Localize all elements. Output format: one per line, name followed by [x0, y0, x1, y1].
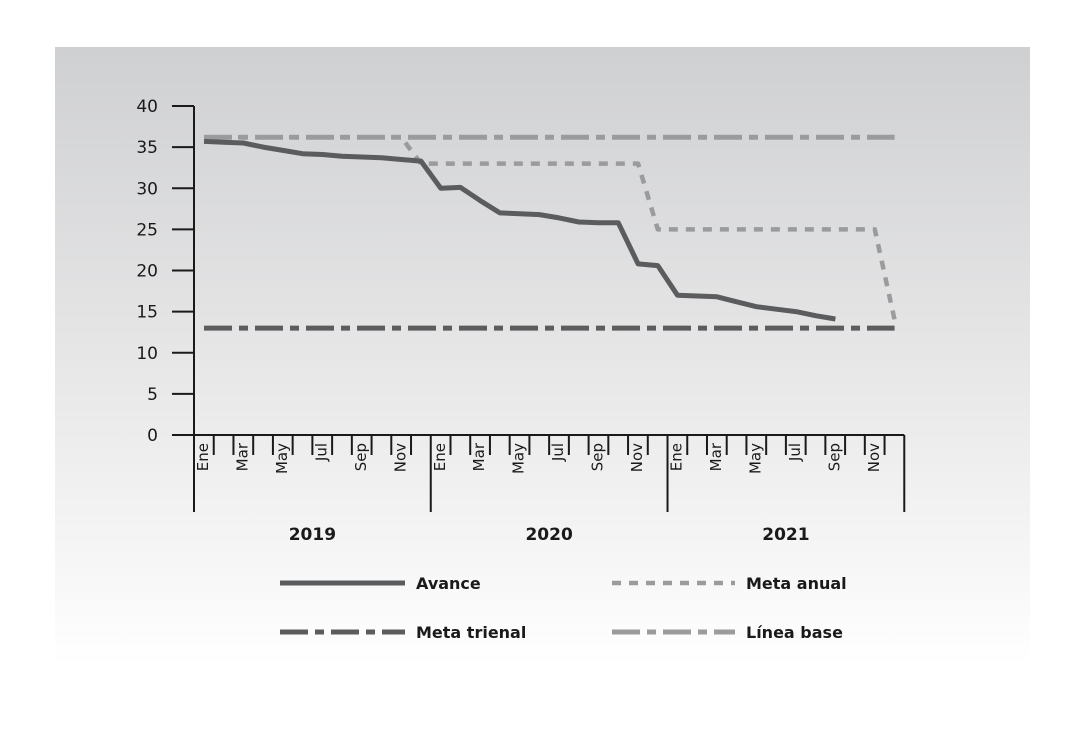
y-tick-label: 10: [136, 344, 158, 364]
series-line-meta-anual: [204, 135, 897, 321]
x-tick-label: Nov: [391, 443, 409, 472]
y-tick-label: 20: [136, 262, 158, 282]
x-tick-label: Jul: [549, 443, 567, 462]
legend-label: Línea base: [746, 623, 843, 642]
year-label: 2020: [525, 525, 572, 545]
series-layer: [203, 134, 897, 331]
legend: Avance Meta anual Meta trienal Línea base: [280, 574, 847, 642]
y-tick-label: 25: [136, 220, 158, 240]
x-tick-label: Jul: [786, 443, 804, 462]
series-line-avance: [203, 138, 836, 322]
x-tick-label: Sep: [589, 443, 607, 471]
x-axis: Ene Mar May Jul Sep Nov Ene Mar May Jul Sep Nov Ene M…: [172, 434, 906, 545]
x-tick-label: Mar: [233, 442, 251, 471]
y-tick-label: 35: [136, 138, 158, 158]
y-tick-label: 15: [136, 303, 158, 323]
year-label: 2021: [762, 525, 809, 545]
chart-panel: [55, 47, 1030, 665]
x-tick-label: Mar: [470, 442, 488, 471]
legend-label: Avance: [416, 574, 481, 593]
y-tick-label: 0: [147, 426, 158, 446]
x-tick-label: Sep: [352, 443, 370, 471]
x-tick-label: Mar: [707, 442, 725, 471]
x-tick-label: May: [273, 443, 291, 474]
x-tick-label: Ene: [431, 443, 449, 471]
x-tick-label: Ene: [668, 443, 686, 471]
x-tick-label: May: [746, 443, 764, 474]
y-tick-label: 5: [147, 385, 158, 405]
year-label: 2019: [289, 525, 336, 545]
y-tick-label: 30: [136, 179, 158, 199]
x-tick-label: Jul: [312, 443, 330, 462]
x-tick-label: Ene: [194, 443, 212, 471]
x-tick-label: Nov: [865, 443, 883, 472]
legend-label: Meta anual: [746, 574, 847, 593]
legend-label: Meta trienal: [416, 623, 526, 642]
x-tick-label: Nov: [628, 443, 646, 472]
y-tick-label: 40: [136, 97, 158, 117]
x-tick-label: Sep: [825, 443, 843, 471]
x-tick-label: May: [510, 443, 528, 474]
y-axis: 0 5 10 15 20 25 30 35 40: [136, 97, 195, 446]
